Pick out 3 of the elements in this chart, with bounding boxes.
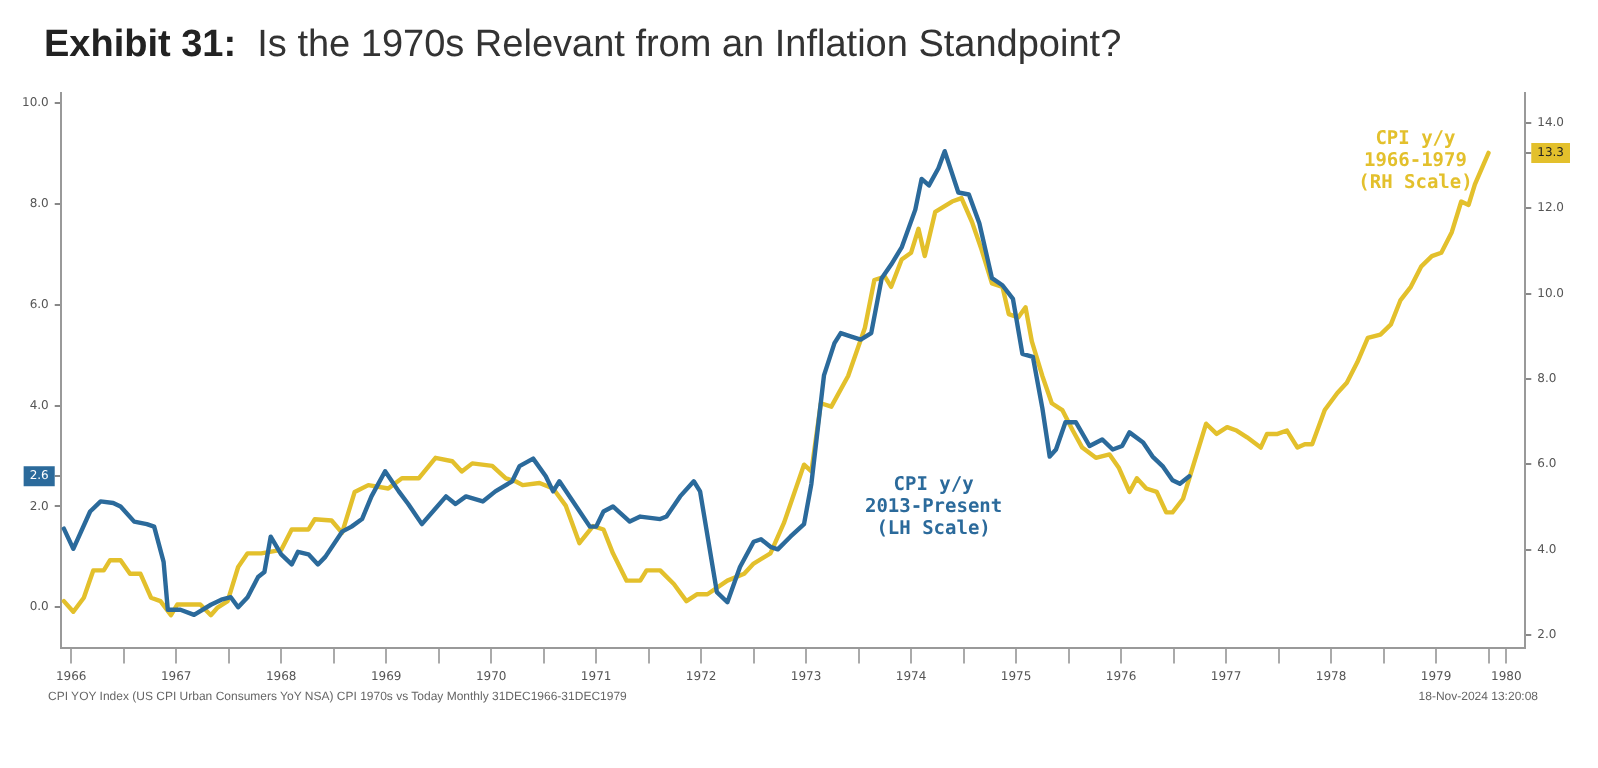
series-label: CPI y/y 1966-1979 (RH Scale) [1358, 127, 1473, 194]
text: CPI y/y 2013-Present (LH Scale) [864, 474, 1003, 541]
chart-title: Exhibit 31: Is the 1970s Relevant from an Inflation Standpoint? [44, 24, 1122, 68]
